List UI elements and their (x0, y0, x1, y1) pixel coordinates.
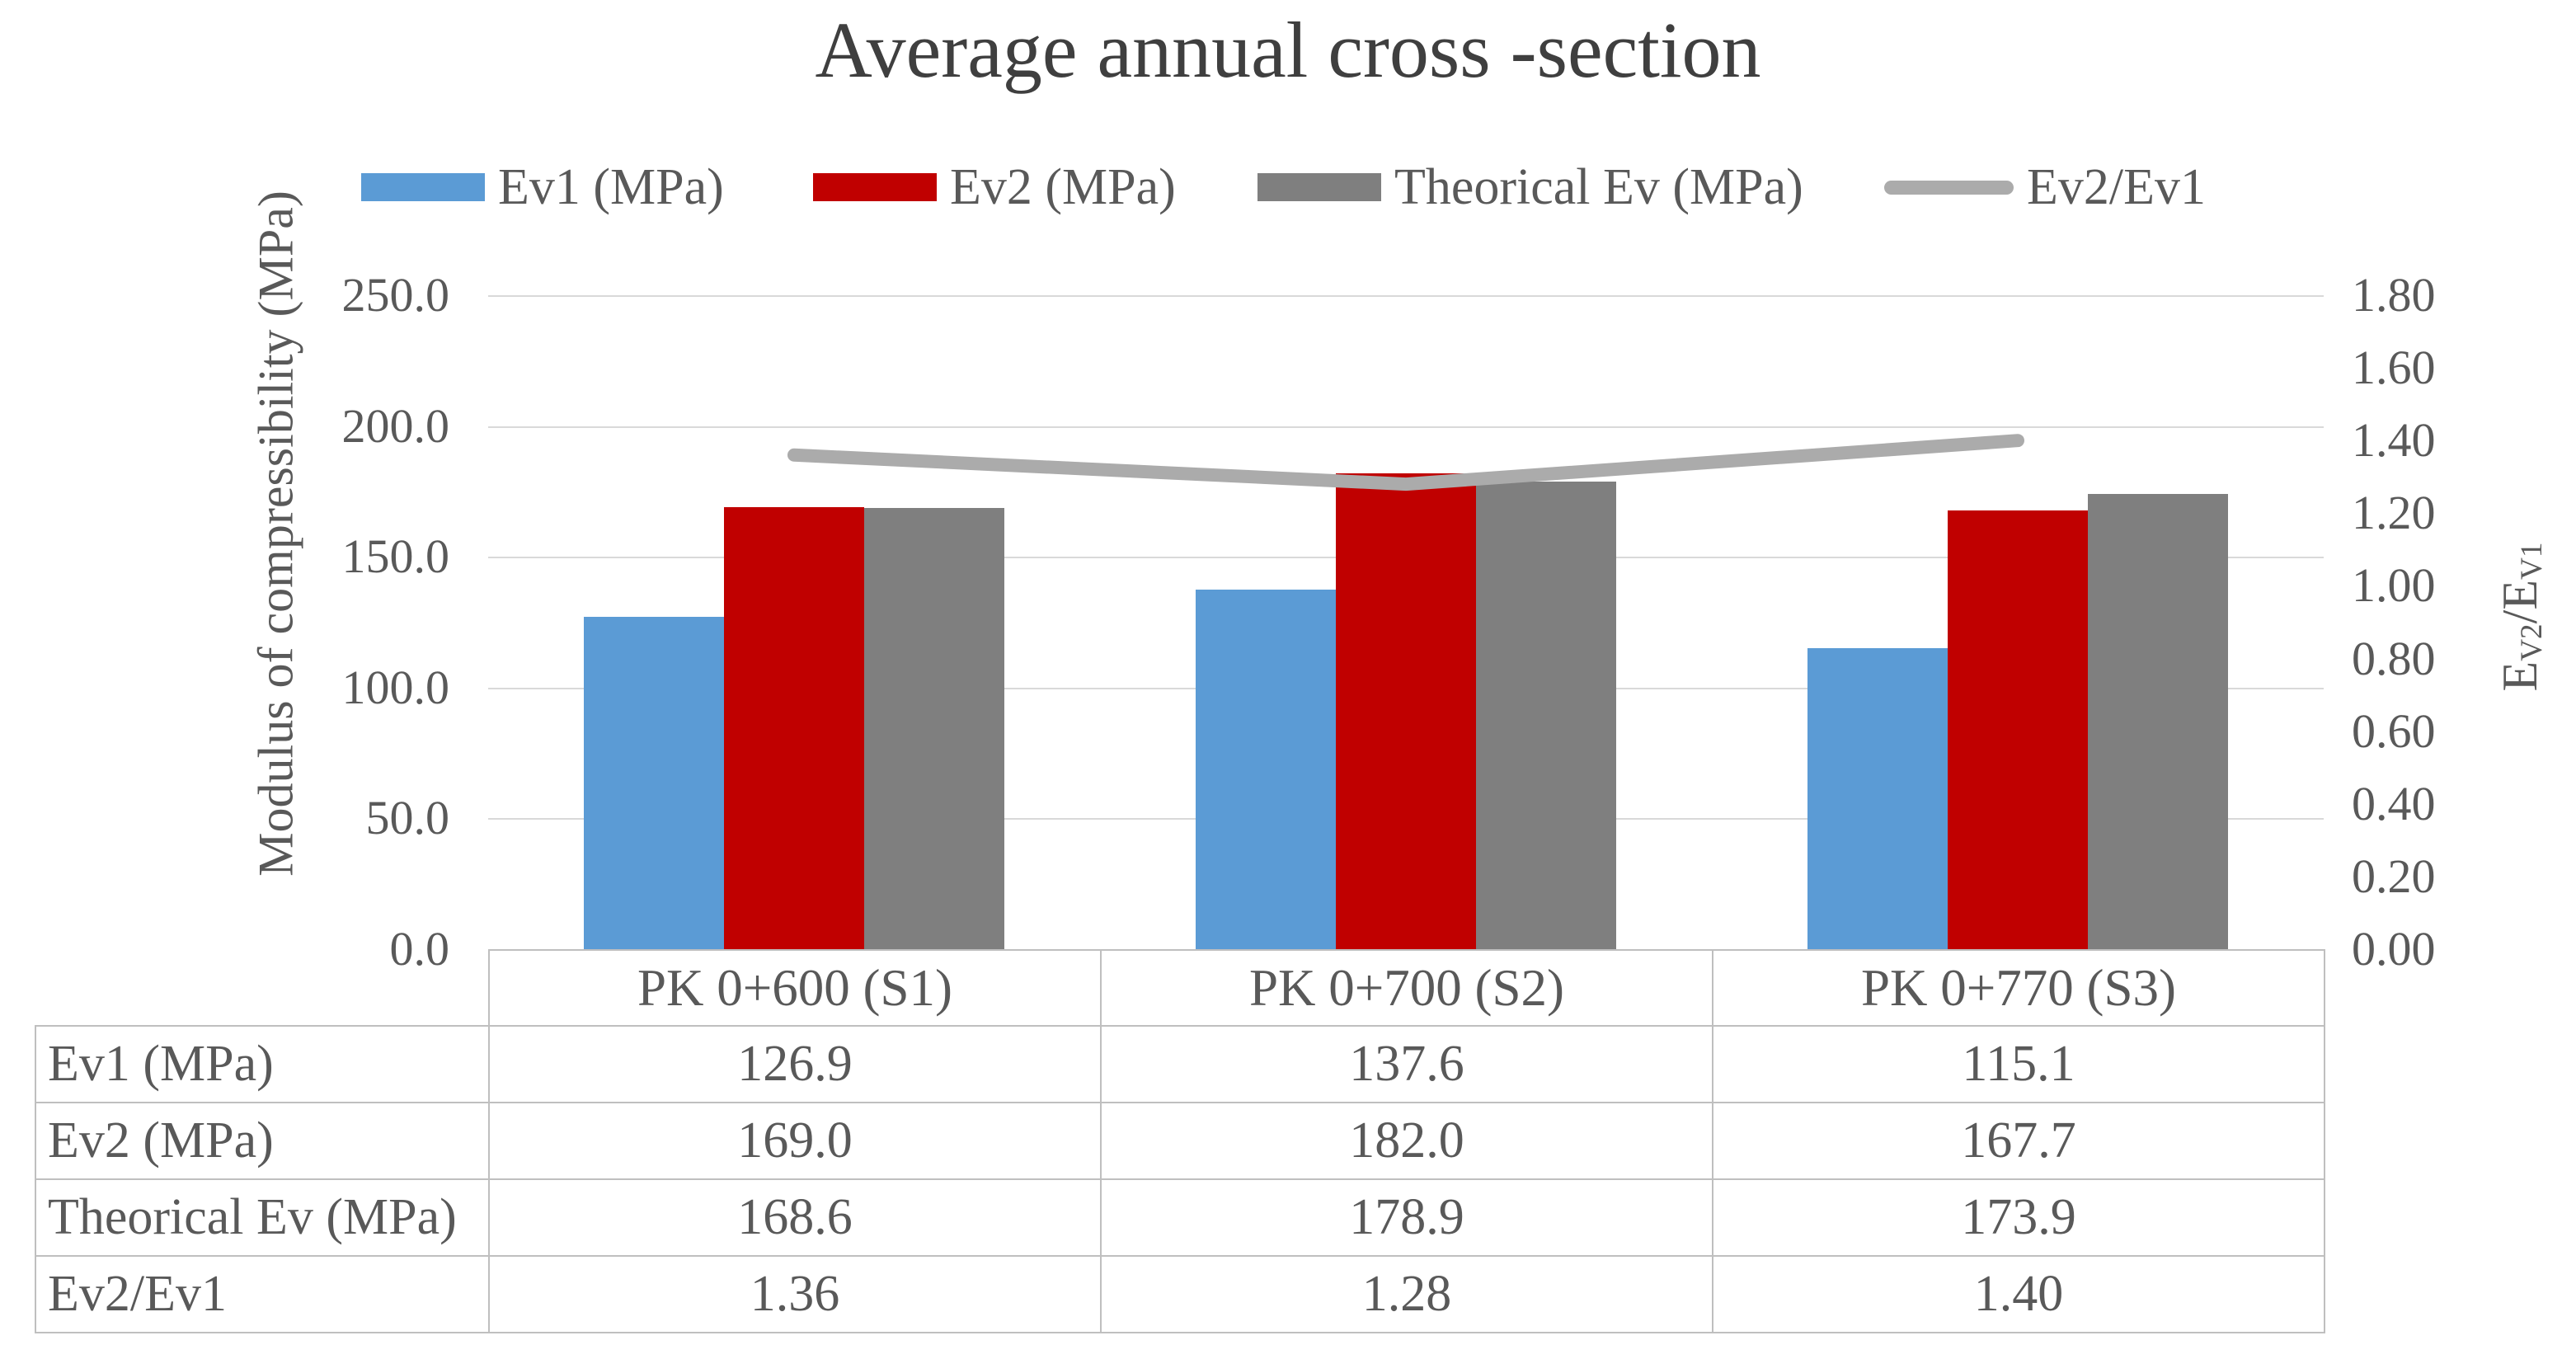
right-axis-tick-label: 0.00 (2352, 922, 2436, 976)
category-header-s1: PK 0+600 (S1) (488, 949, 1102, 1027)
table-corner-cell (35, 950, 489, 1026)
legend-line-swatch-icon (1884, 180, 2014, 195)
left-axis-tick-label: 250.0 (341, 268, 450, 322)
left-axis-tick-label: 0.0 (389, 922, 450, 976)
table-row: Ev1 (MPa) 126.9 137.6 115.1 (35, 1025, 2325, 1103)
table-row: Ev2 (MPa) 169.0 182.0 167.7 (35, 1102, 2325, 1180)
legend-bar-swatch-icon (813, 173, 937, 201)
row-label: Ev1 (MPa) (35, 1025, 490, 1103)
value-cell-r1-s1: 126.9 (488, 1025, 1102, 1103)
value-cell-r2-s3: 167.7 (1712, 1102, 2325, 1180)
plot-area (488, 295, 2324, 949)
table-row: Theorical Ev (MPa) 168.6 178.9 173.9 (35, 1178, 2325, 1257)
value-cell-r2-s2: 182.0 (1100, 1102, 1713, 1180)
legend-label: Ev1 (MPa) (498, 159, 724, 215)
right-axis-tick-label: 1.80 (2352, 268, 2436, 322)
gridline (488, 426, 2324, 428)
left-axis-tick-label: 200.0 (341, 399, 450, 453)
category-header-s3: PK 0+770 (S3) (1712, 949, 2325, 1027)
row-label: Ev2/Ev1 (35, 1255, 490, 1333)
row-label: Theorical Ev (MPa) (35, 1178, 490, 1257)
table-header-row: PK 0+600 (S1) PK 0+700 (S2) PK 0+770 (S3) (35, 949, 2325, 1027)
legend-item-2: Ev2 (MPa) (813, 162, 1176, 213)
value-cell-r4-s2: 1.28 (1100, 1255, 1713, 1333)
right-axis-tick-label: 0.80 (2352, 632, 2436, 685)
legend-bar-swatch-icon (361, 173, 485, 201)
value-cell-r3-s2: 178.9 (1100, 1178, 1713, 1257)
theorical-ev-mpa-bar-s1 (864, 508, 1004, 949)
ev1-mpa-bar-s1 (584, 617, 724, 949)
ev2-mpa-bar-s2 (1336, 473, 1476, 949)
chart-title: Average annual cross -section (815, 6, 1761, 94)
row-label: Ev2 (MPa) (35, 1102, 490, 1180)
ev1-mpa-bar-s2 (1196, 590, 1336, 949)
value-cell-r3-s3: 173.9 (1712, 1178, 2325, 1257)
gridline (488, 295, 2324, 297)
right-axis-tick-label: 1.20 (2352, 486, 2436, 539)
right-axis-tick-label: 1.40 (2352, 413, 2436, 467)
legend-label: Ev2/Ev1 (2027, 159, 2206, 215)
legend-item-1: Ev1 (MPa) (361, 162, 724, 213)
legend-item-4: Ev2/Ev1 (1884, 162, 2206, 213)
value-cell-r1-s3: 115.1 (1712, 1025, 2325, 1103)
data-table: PK 0+600 (S1) PK 0+700 (S2) PK 0+770 (S3) E… (35, 949, 2325, 1333)
right-axis-tick-label: 1.60 (2352, 341, 2436, 394)
right-axis-tick-label: 0.40 (2352, 777, 2436, 830)
right-axis-tick-label: 1.00 (2352, 558, 2436, 612)
ev2-ev1-line (787, 434, 2024, 491)
right-axis-title-text: EV2/EV1 (2493, 542, 2550, 692)
value-cell-r4-s3: 1.40 (1712, 1255, 2325, 1333)
legend-label: Theorical Ev (MPa) (1394, 159, 1803, 215)
ev2-mpa-bar-s3 (1948, 510, 2088, 949)
right-axis-tick-label: 0.20 (2352, 849, 2436, 903)
value-cell-r4-s1: 1.36 (488, 1255, 1102, 1333)
value-cell-r2-s1: 169.0 (488, 1102, 1102, 1180)
ev2-mpa-bar-s1 (724, 507, 864, 949)
theorical-ev-mpa-bar-s2 (1476, 482, 1616, 949)
value-cell-r1-s2: 137.6 (1100, 1025, 1713, 1103)
legend-label: Ev2 (MPa) (950, 159, 1176, 215)
left-axis-tick-label: 100.0 (341, 661, 450, 714)
theorical-ev-mpa-bar-s3 (2088, 494, 2228, 949)
left-axis-tick-label: 150.0 (341, 529, 450, 583)
legend-bar-swatch-icon (1257, 173, 1381, 201)
ev2-ev1-line-layer (787, 434, 2024, 491)
category-header-s2: PK 0+700 (S2) (1100, 949, 1713, 1027)
right-axis-title: EV2/EV1 (2485, 328, 2555, 905)
legend-item-3: Theorical Ev (MPa) (1257, 162, 1803, 213)
ev1-mpa-bar-s3 (1807, 648, 1948, 949)
table-row: Ev2/Ev1 1.36 1.28 1.40 (35, 1255, 2325, 1333)
right-axis-tick-label: 0.60 (2352, 704, 2436, 758)
value-cell-r3-s1: 168.6 (488, 1178, 1102, 1257)
left-axis-tick-label: 50.0 (365, 791, 450, 844)
